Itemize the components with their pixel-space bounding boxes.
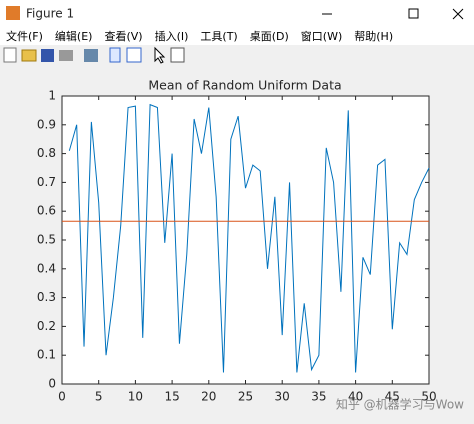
menu-item[interactable]: 文件(F) bbox=[6, 29, 43, 43]
menu-item[interactable]: 桌面(D) bbox=[250, 30, 289, 43]
new-button[interactable] bbox=[3, 47, 17, 63]
y-tick-label: 0.7 bbox=[37, 175, 56, 189]
x-tick-label: 45 bbox=[385, 390, 400, 404]
y-tick-label: 0.4 bbox=[37, 261, 56, 275]
app-icon bbox=[6, 6, 20, 20]
menu-bar bbox=[0, 28, 474, 45]
colorbar-button[interactable] bbox=[109, 47, 121, 63]
axes bbox=[61, 95, 430, 385]
link-button[interactable] bbox=[84, 49, 98, 62]
open-button[interactable] bbox=[21, 49, 37, 62]
toolbar bbox=[3, 46, 185, 64]
title-bar bbox=[0, 0, 474, 28]
y-tick-label: 0 bbox=[48, 377, 56, 391]
menu-item[interactable]: 插入(I) bbox=[155, 29, 189, 43]
menu-item[interactable]: 查看(V) bbox=[104, 29, 142, 43]
y-tick-label: 0.6 bbox=[37, 204, 56, 218]
x-tick-label: 5 bbox=[95, 390, 103, 404]
x-tick-label: 0 bbox=[58, 390, 66, 404]
menu-item[interactable]: 编辑(E) bbox=[55, 29, 93, 43]
x-tick-label: 10 bbox=[128, 390, 143, 404]
window-title: Figure 1 bbox=[26, 7, 74, 21]
maximize-button[interactable] bbox=[408, 8, 419, 19]
menu-item[interactable]: 工具(T) bbox=[200, 30, 237, 43]
chart-title: Mean of Random Uniform Data bbox=[148, 78, 341, 93]
y-tick-label: 0.5 bbox=[37, 233, 56, 247]
data-line bbox=[68, 103, 430, 373]
x-tick-label: 40 bbox=[348, 390, 363, 404]
x-tick-label: 15 bbox=[164, 390, 179, 404]
x-tick-label: 20 bbox=[201, 390, 216, 404]
x-tick-label: 50 bbox=[421, 390, 436, 404]
x-tick-label: 25 bbox=[238, 390, 253, 404]
x-tick-label: 30 bbox=[275, 390, 290, 404]
y-tick-label: 0.1 bbox=[37, 348, 56, 362]
property-button[interactable] bbox=[170, 47, 185, 63]
y-tick-label: 0.2 bbox=[37, 319, 56, 333]
x-tick-label: 35 bbox=[311, 390, 326, 404]
y-tick-label: 0.8 bbox=[37, 146, 56, 160]
save-button[interactable] bbox=[41, 49, 54, 62]
legend-button[interactable] bbox=[126, 47, 142, 63]
watermark: 知乎 @机器学习与Wow bbox=[336, 397, 464, 412]
pointer-button[interactable] bbox=[154, 46, 166, 64]
menu-item[interactable]: 帮助(H) bbox=[354, 29, 393, 43]
close-button[interactable] bbox=[452, 8, 464, 20]
print-button[interactable] bbox=[59, 50, 73, 61]
menu-item[interactable]: 窗口(W) bbox=[301, 29, 342, 43]
y-tick-label: 1 bbox=[48, 89, 56, 103]
y-tick-label: 0.9 bbox=[37, 117, 56, 131]
y-tick-label: 0.3 bbox=[37, 290, 56, 304]
